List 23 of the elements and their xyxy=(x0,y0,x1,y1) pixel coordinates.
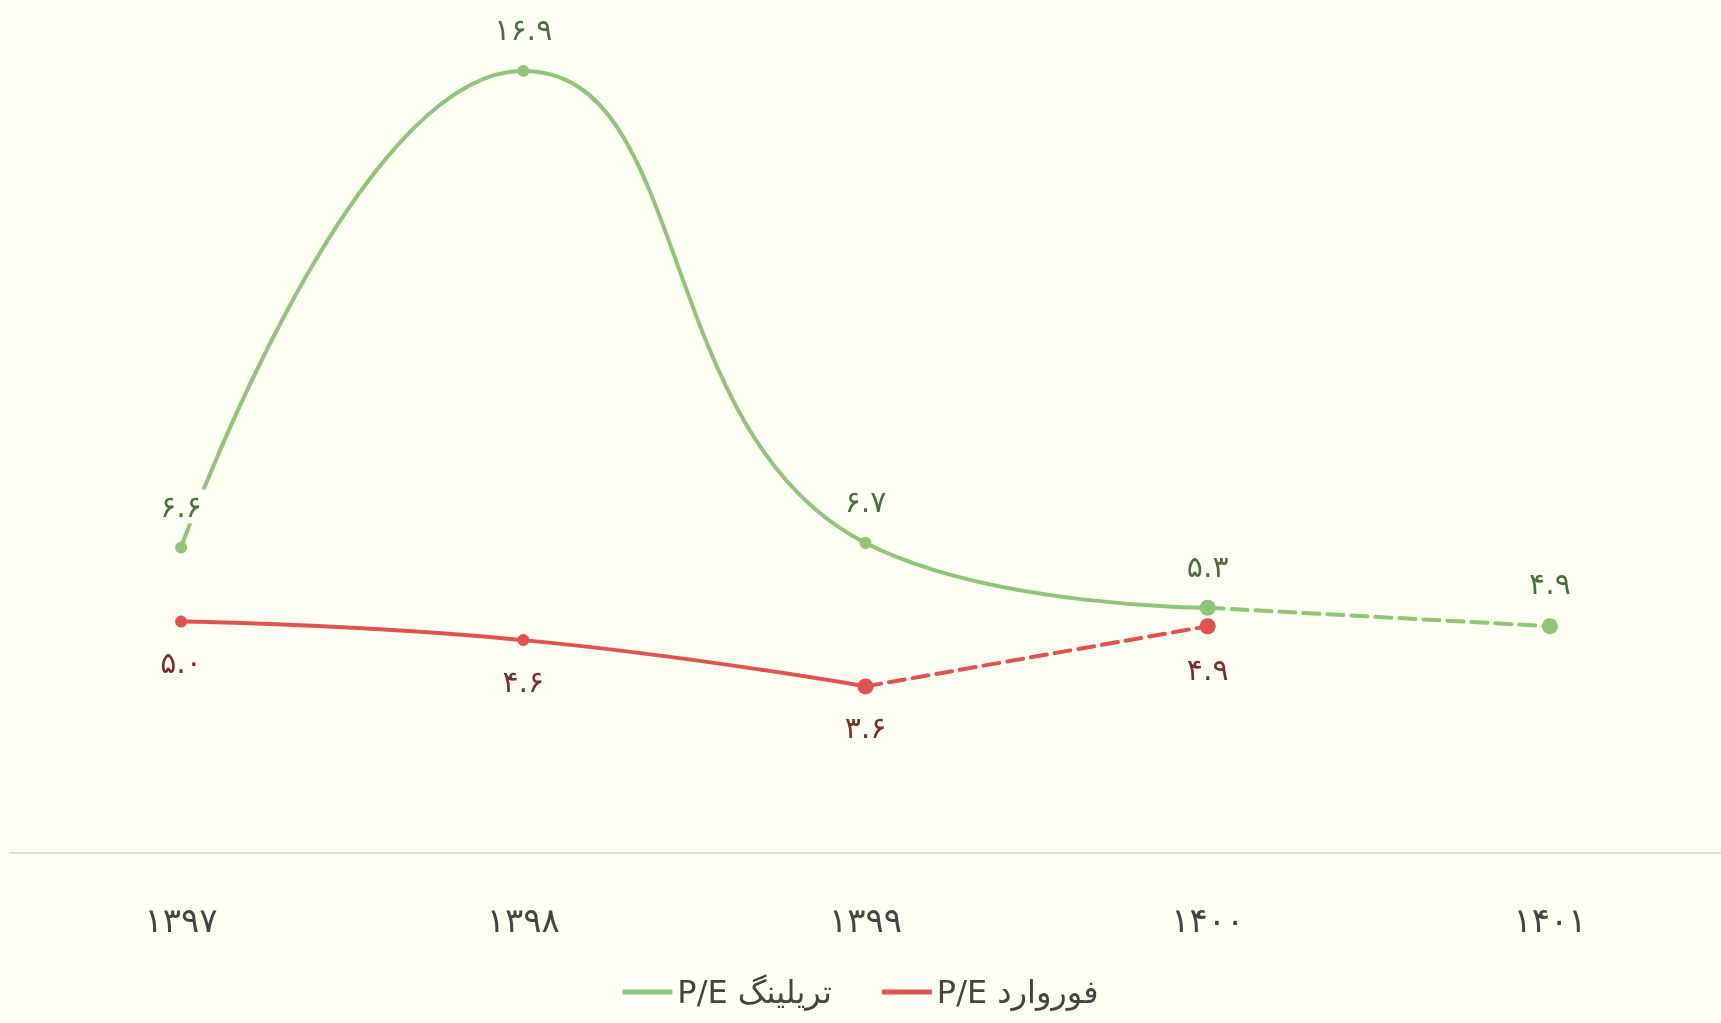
x-tick-label: ۱۳۹۷ xyxy=(144,900,218,940)
data-label: ۶.۶ xyxy=(160,489,202,525)
data-label: ۴.۹ xyxy=(1529,565,1571,601)
data-label: ۳.۶ xyxy=(844,709,887,745)
point xyxy=(175,615,188,628)
point xyxy=(517,634,530,647)
data-label: ۵.۰ xyxy=(160,645,202,681)
x-tick-label: ۱۴۰۱ xyxy=(1513,900,1587,940)
point xyxy=(175,541,188,554)
point xyxy=(1541,618,1558,635)
data-label: ۵.۳ xyxy=(1186,549,1229,585)
point xyxy=(1199,618,1216,635)
data-label: ۴.۶ xyxy=(502,663,545,699)
data-label: ۱۶.۹ xyxy=(494,12,553,48)
x-tick-label: ۱۳۹۸ xyxy=(486,900,560,940)
point xyxy=(517,64,530,77)
legend-label: P/E تریلینگ xyxy=(677,973,832,1011)
x-tick-label: ۱۴۰۰ xyxy=(1171,900,1245,940)
point xyxy=(859,536,872,549)
data-label: ۶.۷ xyxy=(844,484,887,520)
data-label: ۴.۹ xyxy=(1186,651,1229,687)
legend-label: P/E فوروارد xyxy=(936,973,1099,1011)
x-tick-label: ۱۳۹۹ xyxy=(828,900,903,940)
